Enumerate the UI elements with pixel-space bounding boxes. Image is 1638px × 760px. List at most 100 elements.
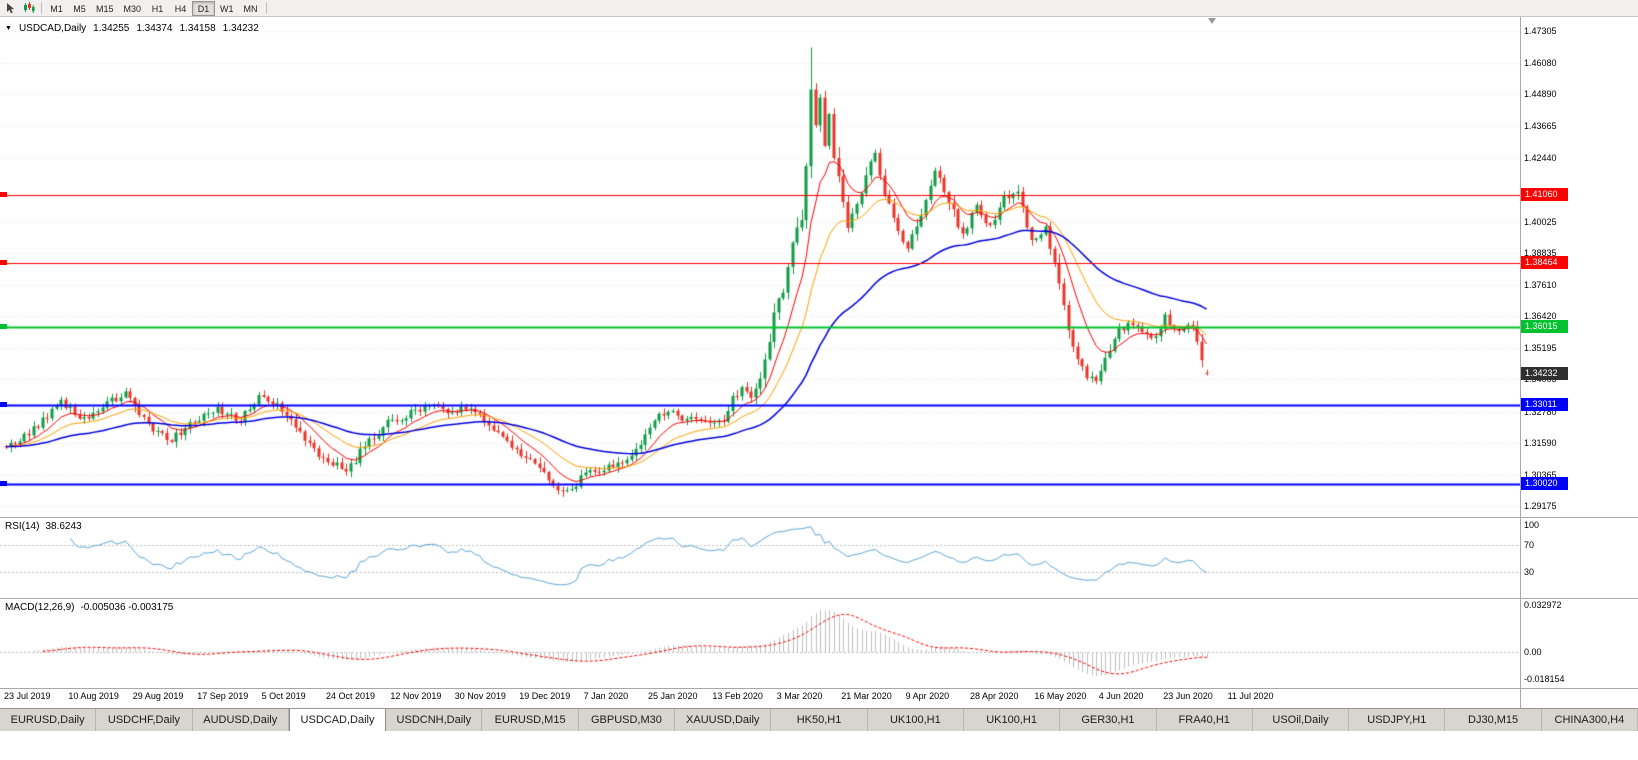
macd-indicator-label: MACD(12,26,9) -0.005036 -0.003175 bbox=[5, 602, 173, 613]
price-axis-tick: 1.36420 bbox=[1524, 311, 1557, 322]
price-axis-tick: 1.38835 bbox=[1524, 247, 1557, 258]
price-axis-tick: 1.32780 bbox=[1524, 406, 1557, 417]
timeframe-buttons-group: M1 M5 M15 M30 H1 H4 D1 W1 MN bbox=[45, 0, 263, 16]
chart-tab-usdcad-daily[interactable]: USDCAD,Daily bbox=[288, 709, 387, 731]
timeframe-button-d1[interactable]: D1 bbox=[192, 0, 216, 16]
chart-tab-fra40-h1[interactable]: FRA40,H1 bbox=[1157, 709, 1253, 731]
chart-tab-usoil-daily[interactable]: USOil,Daily bbox=[1253, 709, 1350, 731]
pane-separator-rsi[interactable] bbox=[0, 517, 1638, 518]
chart-shift-marker[interactable] bbox=[1208, 18, 1216, 24]
macd-axis-tick: 0.032972 bbox=[1524, 599, 1562, 610]
timeframe-button-w1[interactable]: W1 bbox=[220, 3, 234, 14]
price-pane-canvas[interactable] bbox=[0, 17, 1520, 517]
toolbar-separator bbox=[265, 2, 267, 14]
macd-axis-tick: 0.00 bbox=[1524, 647, 1542, 658]
price-axis-tick: 1.42440 bbox=[1524, 153, 1557, 164]
time-axis-label: 12 Nov 2019 bbox=[390, 691, 442, 701]
time-axis-label: 24 Oct 2019 bbox=[326, 691, 376, 701]
price-axis-tick: 1.40025 bbox=[1524, 216, 1557, 227]
chart-tab-usdchf-daily[interactable]: USDCHF,Daily bbox=[96, 709, 193, 731]
price-axis-tick: 1.31590 bbox=[1524, 437, 1557, 448]
time-axis-separator bbox=[0, 688, 1638, 689]
price-axis-tick: 1.47305 bbox=[1524, 25, 1557, 36]
pane-separator-macd[interactable] bbox=[0, 598, 1638, 599]
hline-price-badge: 1.33011 bbox=[1521, 398, 1568, 412]
rsi-pane-canvas[interactable] bbox=[0, 518, 1520, 598]
time-axis-label: 28 Apr 2020 bbox=[970, 691, 1019, 701]
timeframe-button-m1[interactable]: M1 bbox=[50, 3, 63, 14]
price-axis-separator bbox=[1520, 17, 1521, 708]
hline-price-badge: 1.41060 bbox=[1521, 187, 1568, 201]
toolbar-separator bbox=[41, 2, 42, 14]
rsi-axis-tick: 70 bbox=[1524, 540, 1535, 551]
time-axis-label: 9 Apr 2020 bbox=[905, 691, 950, 701]
hline-left-handle[interactable] bbox=[0, 259, 7, 265]
chart-area[interactable]: ▼ USDCAD,Daily 1.34255 1.34374 1.34158 1… bbox=[0, 17, 1638, 708]
price-axis-tick: 1.29175 bbox=[1524, 500, 1557, 511]
one-click-trading-arrow-icon[interactable]: ▼ bbox=[5, 24, 12, 32]
chart-tab-hk50-h1[interactable]: HK50,H1 bbox=[771, 709, 868, 731]
price-axis-tick: 1.46080 bbox=[1524, 58, 1557, 69]
price-axis-tick: 1.37610 bbox=[1524, 279, 1557, 290]
timeframe-toolbar: M1 M5 M15 M30 H1 H4 D1 W1 MN bbox=[0, 0, 1638, 17]
time-axis-label: 17 Sep 2019 bbox=[197, 691, 249, 701]
chart-tab-uk100-h1[interactable]: UK100,H1 bbox=[868, 709, 964, 731]
time-axis-label: 29 Aug 2019 bbox=[132, 691, 184, 701]
hline-left-handle[interactable] bbox=[0, 191, 7, 197]
chart-tab-uk100-h1[interactable]: UK100,H1 bbox=[964, 709, 1061, 731]
time-axis-label: 13 Feb 2020 bbox=[712, 691, 763, 701]
chart-tab-ger30-h1[interactable]: GER30,H1 bbox=[1060, 709, 1157, 731]
macd-axis-tick: -0.018154 bbox=[1524, 673, 1565, 684]
current-price-badge: 1.34232 bbox=[1521, 366, 1568, 380]
rsi-indicator-label: RSI(14) 38.6243 bbox=[5, 521, 82, 532]
time-axis-label: 4 Jun 2020 bbox=[1098, 691, 1144, 701]
chart-tab-dj30-m15[interactable]: DJ30,M15 bbox=[1445, 709, 1542, 731]
hline-left-handle[interactable] bbox=[0, 480, 7, 486]
chart-tab-china300-h4[interactable]: CHINA300,H4 bbox=[1542, 709, 1638, 731]
time-axis-label: 7 Jan 2020 bbox=[583, 691, 629, 701]
macd-current-values: -0.005036 -0.003175 bbox=[80, 602, 174, 613]
timeframe-button-h1[interactable]: H1 bbox=[151, 3, 164, 14]
chart-type-candlestick-icon[interactable] bbox=[20, 1, 38, 16]
chart-tab-xauusd-daily[interactable]: XAUUSD,Daily bbox=[675, 709, 772, 731]
ohlc-high-value: 1.34374 bbox=[136, 23, 173, 34]
ohlc-close-value: 1.34232 bbox=[222, 23, 259, 34]
rsi-axis-tick: 100 bbox=[1524, 519, 1540, 530]
chart-tab-usdcnh-daily[interactable]: USDCNH,Daily bbox=[386, 709, 483, 731]
time-axis-label: 5 Oct 2019 bbox=[261, 691, 306, 701]
time-axis-label: 3 Mar 2020 bbox=[776, 691, 823, 701]
timeframe-button-h4[interactable]: H4 bbox=[174, 3, 187, 14]
timeframe-button-m5[interactable]: M5 bbox=[73, 3, 86, 14]
cursor-tool-icon[interactable] bbox=[2, 1, 20, 16]
chart-title: ▼ USDCAD,Daily 1.34255 1.34374 1.34158 1… bbox=[5, 23, 259, 34]
hline-left-handle[interactable] bbox=[0, 402, 7, 408]
hline-left-handle[interactable] bbox=[0, 323, 7, 329]
macd-pane-canvas[interactable] bbox=[0, 599, 1520, 688]
timeframe-button-mn[interactable]: MN bbox=[243, 3, 258, 14]
chart-symbol-label: USDCAD,Daily bbox=[18, 23, 87, 34]
macd-name: MACD(12,26,9) bbox=[5, 602, 75, 613]
time-axis-label: 23 Jun 2020 bbox=[1163, 691, 1213, 701]
timeframe-button-m15[interactable]: M15 bbox=[96, 3, 114, 14]
chart-tab-audusd-daily[interactable]: AUDUSD,Daily bbox=[193, 709, 289, 731]
time-axis-label: 23 Jul 2019 bbox=[4, 691, 51, 701]
rsi-axis-tick: 30 bbox=[1524, 567, 1535, 578]
price-axis-tick: 1.30365 bbox=[1524, 469, 1557, 480]
chart-tab-eurusd-daily[interactable]: EURUSD,Daily bbox=[0, 709, 97, 731]
chart-tab-usdjpy-h1[interactable]: USDJPY,H1 bbox=[1349, 709, 1446, 731]
time-axis-label: 25 Jan 2020 bbox=[648, 691, 698, 701]
time-axis-label: 16 May 2020 bbox=[1034, 691, 1087, 701]
price-axis-tick: 1.44890 bbox=[1524, 89, 1557, 100]
time-axis-label: 11 Jul 2020 bbox=[1227, 691, 1274, 701]
time-axis-label: 30 Nov 2019 bbox=[454, 691, 506, 701]
rsi-name: RSI(14) bbox=[5, 521, 40, 532]
chart-tab-gbpusd-m30[interactable]: GBPUSD,M30 bbox=[579, 709, 676, 731]
timeframe-button-m30[interactable]: M30 bbox=[123, 3, 142, 14]
price-axis-tick: 1.35195 bbox=[1524, 343, 1557, 354]
hline-price-badge: 1.30020 bbox=[1521, 476, 1568, 490]
hline-price-badge: 1.36015 bbox=[1521, 319, 1568, 333]
chart-tab-eurusd-m15[interactable]: EURUSD,M15 bbox=[482, 709, 579, 731]
chart-tabs-bar: EURUSD,Daily USDCHF,Daily AUDUSD,Daily USDC… bbox=[0, 708, 1638, 731]
ohlc-open-value: 1.34255 bbox=[93, 23, 130, 34]
rsi-current-value: 38.6243 bbox=[45, 521, 82, 532]
